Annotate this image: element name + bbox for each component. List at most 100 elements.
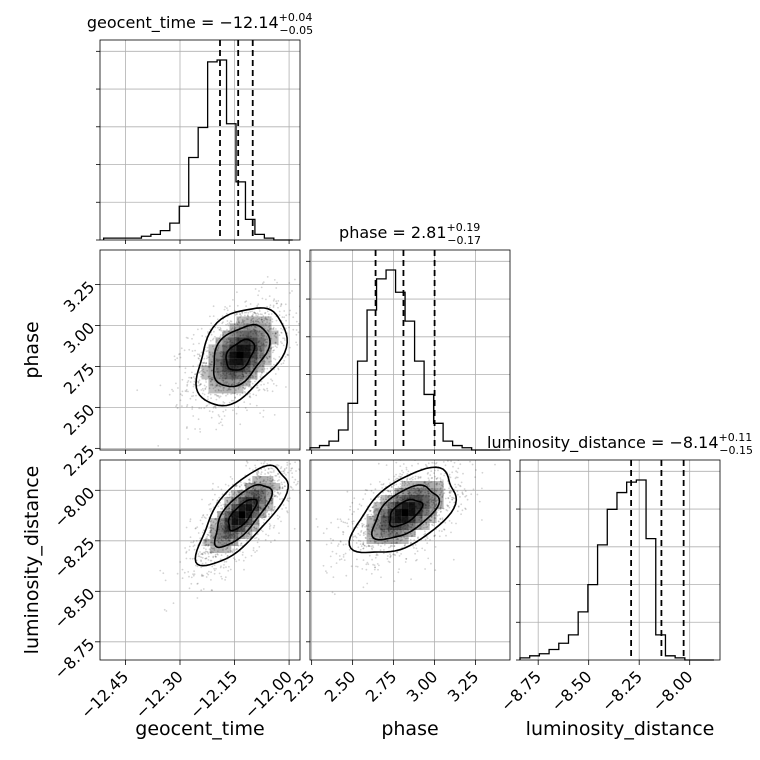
sample-point — [209, 315, 211, 318]
sample-point — [235, 498, 238, 501]
sample-point — [242, 386, 245, 389]
sample-point — [271, 501, 274, 504]
sample-point — [271, 332, 274, 335]
sample-point — [439, 507, 441, 510]
sample-point — [203, 384, 206, 387]
sample-point — [414, 477, 417, 480]
sample-point — [362, 586, 365, 589]
sample-point — [294, 461, 296, 464]
density-cell — [380, 495, 388, 503]
density-cell — [245, 511, 253, 519]
sample-point — [262, 335, 264, 337]
sample-point — [271, 351, 274, 354]
sample-point — [238, 559, 241, 561]
title-phase-main: phase = 2.81 — [339, 223, 446, 242]
sample-point — [259, 481, 262, 484]
sample-point — [185, 336, 188, 339]
sample-point — [244, 392, 247, 394]
sample-point — [257, 357, 260, 360]
xtick-label-geocent_time-1: −12.30 — [132, 667, 187, 722]
sample-point — [264, 338, 267, 341]
sample-point — [268, 313, 270, 316]
sample-point — [273, 414, 276, 416]
sample-point — [433, 462, 436, 464]
sample-point — [447, 460, 449, 462]
sample-point — [394, 492, 397, 495]
density-cell — [201, 365, 209, 373]
sample-point — [262, 512, 265, 515]
sample-point — [208, 503, 210, 506]
sample-point — [378, 564, 380, 567]
sample-point — [226, 554, 229, 557]
sample-point — [201, 498, 203, 501]
sample-point — [210, 520, 212, 522]
density-cell — [264, 358, 272, 366]
sample-point — [285, 507, 287, 509]
sample-point — [358, 539, 360, 542]
sample-point — [194, 399, 197, 401]
sample-point — [325, 570, 327, 573]
sample-point — [210, 529, 213, 532]
xtick-label-luminosity_distance-2: −8.25 — [598, 667, 646, 715]
sample-point — [266, 329, 269, 332]
density-cell — [250, 358, 258, 366]
sample-point — [219, 329, 221, 331]
sample-point — [208, 387, 211, 390]
sample-point — [241, 532, 243, 535]
sample-point — [415, 559, 417, 562]
sample-point — [258, 310, 261, 312]
sample-point — [203, 357, 206, 360]
contour-1-1 — [213, 483, 274, 549]
sample-point — [297, 480, 299, 483]
sample-point — [269, 304, 272, 307]
sample-point — [378, 519, 380, 522]
sample-point — [227, 330, 230, 333]
sample-point — [270, 360, 272, 363]
sample-point — [245, 372, 248, 375]
sample-point — [264, 317, 267, 320]
sample-point — [228, 496, 231, 498]
sample-point — [277, 306, 279, 309]
sample-point — [231, 550, 234, 553]
sample-point — [454, 483, 456, 486]
sample-point — [255, 378, 258, 381]
sample-point — [210, 589, 213, 591]
density-cell — [229, 330, 237, 338]
sample-point — [380, 483, 383, 486]
density-cell — [243, 351, 251, 359]
sample-point — [229, 388, 232, 391]
sample-point — [213, 330, 215, 333]
density-cell — [231, 539, 239, 547]
sample-point — [220, 418, 223, 421]
sample-point — [274, 345, 277, 347]
sample-point — [412, 544, 414, 547]
sample-point — [270, 471, 273, 474]
sample-point — [205, 405, 208, 407]
sample-point — [382, 483, 384, 486]
sample-point — [398, 568, 400, 570]
sample-point — [342, 533, 345, 536]
sample-point — [216, 383, 219, 386]
sample-point — [191, 395, 193, 398]
sample-point — [235, 494, 238, 496]
sample-point — [423, 530, 426, 533]
xtick-label-geocent_time-0: −12.45 — [77, 667, 132, 722]
sample-point — [285, 386, 287, 388]
sample-point — [217, 515, 219, 518]
sample-point — [228, 336, 230, 339]
sample-point — [212, 521, 215, 524]
sample-point — [412, 492, 415, 494]
sample-point — [252, 547, 255, 549]
sample-point — [364, 493, 367, 495]
sample-point — [376, 507, 378, 510]
sample-point — [377, 568, 379, 571]
sample-point — [408, 482, 410, 485]
sample-point — [383, 543, 386, 546]
sample-point — [188, 587, 191, 590]
sample-point — [332, 576, 335, 579]
sample-point — [248, 385, 250, 388]
density-cell — [208, 358, 216, 366]
sample-point — [478, 500, 481, 503]
frame-0 — [99, 249, 301, 451]
sample-point — [256, 384, 259, 387]
